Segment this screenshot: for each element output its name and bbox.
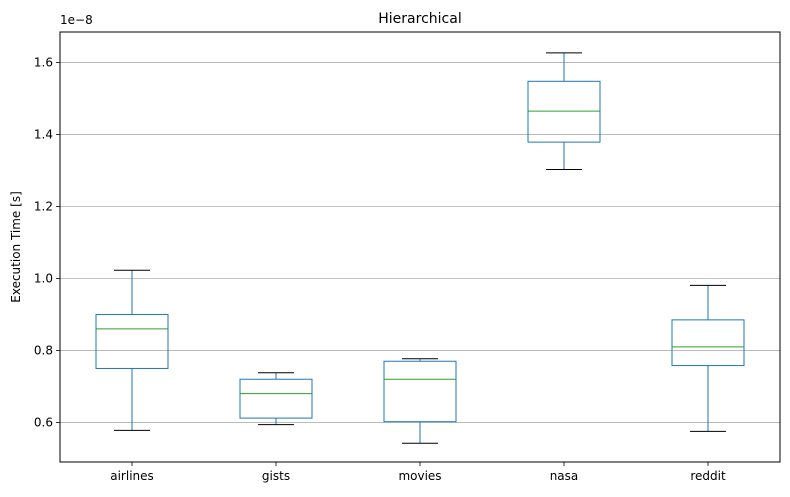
box-nasa bbox=[527, 52, 601, 170]
x-tick-label: gists bbox=[262, 469, 290, 483]
iqr-box bbox=[383, 360, 457, 423]
box-gists bbox=[239, 372, 313, 426]
y-tick-label: 0.8 bbox=[34, 343, 53, 357]
x-tick-label: airlines bbox=[110, 469, 154, 483]
plot-area-frame bbox=[59, 31, 781, 463]
x-axis-ticks: airlines gists movies nasa reddit bbox=[110, 462, 726, 483]
chart-title: Hierarchical bbox=[378, 11, 461, 27]
box-movies bbox=[383, 358, 457, 444]
x-tick-label: nasa bbox=[550, 469, 579, 483]
y-tick-label: 0.6 bbox=[34, 415, 53, 429]
y-axis-ticks: 0.6 0.8 1.0 1.2 1.4 1.6 bbox=[34, 56, 60, 429]
y-tick-label: 1.0 bbox=[34, 271, 53, 285]
grid-lines bbox=[60, 62, 780, 423]
y-axis-label: Execution Time [s] bbox=[9, 191, 23, 303]
x-tick-label: reddit bbox=[690, 469, 726, 483]
y-tick-label: 1.6 bbox=[34, 56, 53, 70]
box-airlines bbox=[95, 269, 169, 431]
boxes bbox=[95, 52, 745, 444]
x-tick-label: movies bbox=[398, 469, 441, 483]
y-tick-label: 1.4 bbox=[34, 128, 53, 142]
y-axis-offset-label: 1e−8 bbox=[60, 13, 93, 27]
iqr-box bbox=[239, 378, 313, 419]
iqr-box bbox=[527, 80, 601, 143]
y-tick-label: 1.2 bbox=[34, 200, 53, 214]
box-reddit bbox=[671, 284, 745, 432]
iqr-box bbox=[95, 313, 169, 369]
iqr-box bbox=[671, 319, 745, 367]
